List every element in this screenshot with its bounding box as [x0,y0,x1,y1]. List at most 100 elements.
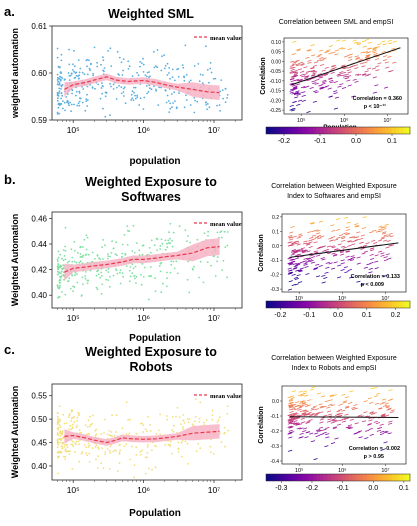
correlation-marker [342,67,347,69]
correlation-marker [287,422,292,425]
scatter-point [78,100,81,103]
correlation-marker [323,414,328,417]
correlation-marker [287,449,293,452]
scatter-point [132,99,135,101]
correlation-marker [347,240,353,243]
scatter-point [129,275,132,278]
scatter-point [83,444,86,446]
correlation-marker [319,405,324,408]
left-title: Softwares [121,190,181,204]
correlation-marker [375,65,380,68]
correlation-marker [382,239,388,242]
scatter-point [122,91,125,93]
scatter-point [226,412,229,415]
scatter-point [81,451,84,453]
colorbar-segment [402,301,407,308]
scatter-point [108,429,111,432]
scatter-point [182,414,185,416]
correlation-marker [308,239,313,242]
scatter-point [70,103,73,106]
scatter-point [148,71,151,73]
scatter-point [60,59,63,62]
x-tick-label: 10⁶ [340,117,348,124]
correlation-marker [305,405,310,408]
correlation-marker [364,38,370,41]
scatter-point [142,424,145,426]
correlation-marker [322,79,327,82]
correlation-marker [310,222,316,225]
colorbar-segment [402,127,407,134]
y-tick-label: -0.2 [270,429,279,435]
correlation-marker [302,430,307,433]
correlation-marker [310,67,315,70]
colorbar-segment [370,301,375,308]
scatter-point [57,92,59,95]
correlation-marker [332,67,337,69]
scatter-point [169,222,172,225]
scatter-point [153,66,156,69]
scatter-point [89,423,92,426]
scatter-point [203,232,206,235]
correlation-marker [363,266,368,269]
x-tick-label: 10⁶ [338,467,346,474]
scatter-point [169,445,172,448]
correlation-marker [289,89,294,92]
correlation-marker [367,397,373,400]
correlation-marker [288,235,293,237]
correlation-marker [390,409,395,412]
correlation-marker [291,408,296,410]
correlation-marker [331,418,337,421]
scatter-point [147,443,149,446]
scatter-point [136,96,139,98]
correlation-marker [372,229,377,232]
scatter-point [89,425,91,428]
colorbar-segment [323,301,328,308]
scatter-point [102,85,104,88]
correlation-marker [334,53,339,56]
scatter-point [101,447,104,450]
scatter-point [106,253,109,255]
correlation-marker [292,252,297,255]
correlation-marker [347,71,352,74]
scatter-point [188,418,191,420]
scatter-point [160,238,163,241]
correlation-marker [299,74,305,76]
colorbar-segment [406,474,411,481]
correlation-marker [306,257,311,260]
scatter-point [85,271,87,273]
correlation-marker [297,408,302,411]
correlation-marker [289,64,295,67]
correlation-marker [294,283,299,286]
scatter-point [59,281,62,284]
scatter-point [135,446,138,449]
correlation-marker [292,263,297,265]
correlation-marker [299,400,305,403]
correlation-marker [333,253,338,256]
scatter-point [140,422,142,425]
scatter-point [58,112,61,115]
scatter-point [82,254,84,257]
scatter-point [185,99,188,101]
right-title: Index to Robots and empSI [292,365,377,372]
scatter-point [69,450,71,453]
colorbar-segment [320,127,324,134]
colorbar-segment [381,301,386,308]
scatter-point [62,274,64,277]
scatter-point [59,266,61,269]
scatter-point [100,271,103,274]
scatter-point [167,100,170,102]
correlation-annotation: p < 10⁻¹¹ [364,103,386,110]
correlation-marker [328,262,333,265]
correlation-marker [313,405,318,408]
left-title: Robots [129,360,172,374]
correlation-marker [361,252,366,255]
correlation-marker [289,402,294,405]
correlation-annotation: p < 0.009 [361,282,384,288]
scatter-point [56,265,59,268]
correlation-marker [319,86,324,89]
scatter-point [210,264,213,267]
scatter-point [84,109,87,112]
correlation-marker [320,59,325,62]
scatter-point [216,104,219,107]
scatter-point [176,406,179,409]
